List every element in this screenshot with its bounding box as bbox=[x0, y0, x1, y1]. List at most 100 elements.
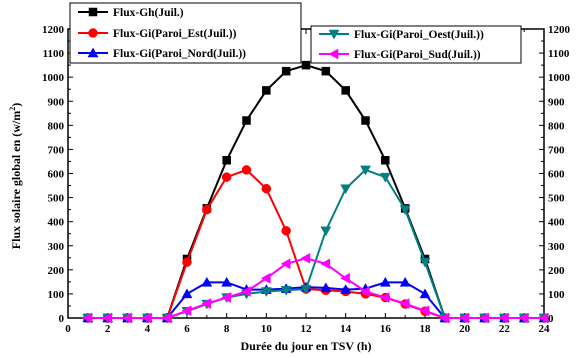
data-point bbox=[261, 183, 272, 194]
data-point bbox=[341, 86, 350, 95]
y-tick-label-left: 1200 bbox=[42, 24, 65, 36]
legend-box bbox=[69, 2, 302, 64]
y-tick-label-left: 600 bbox=[48, 169, 65, 181]
data-point bbox=[300, 252, 311, 264]
y-tick-label-left: 200 bbox=[48, 265, 65, 277]
data-point bbox=[221, 292, 231, 303]
data-point bbox=[439, 312, 450, 324]
data-point bbox=[181, 288, 193, 299]
data-point bbox=[241, 165, 252, 175]
data-point bbox=[320, 282, 332, 293]
data-point bbox=[359, 286, 370, 297]
y-tick-label-right: 800 bbox=[548, 120, 565, 132]
data-point bbox=[221, 276, 233, 287]
legend-swatch-marker bbox=[328, 29, 340, 40]
x-axis-title: Durée du jour en TSV (h) bbox=[240, 339, 371, 353]
data-point bbox=[222, 156, 231, 165]
data-point bbox=[281, 226, 291, 236]
y-tick-label-left: 0 bbox=[59, 313, 65, 325]
data-point bbox=[419, 257, 431, 268]
x-tick-label: 8 bbox=[224, 323, 230, 335]
data-point bbox=[242, 116, 251, 125]
y-tick-label-right: 300 bbox=[548, 241, 565, 253]
y-tick-label-left: 800 bbox=[48, 120, 65, 132]
x-tick-label: 12 bbox=[301, 323, 313, 335]
y-tick-label-left: 100 bbox=[48, 289, 65, 301]
y-tick-label-left: 400 bbox=[48, 217, 65, 229]
x-tick-label: 2 bbox=[105, 323, 111, 335]
legend-swatch-marker bbox=[87, 47, 99, 58]
y-tick-label-left: 700 bbox=[48, 144, 65, 156]
data-point bbox=[419, 305, 430, 317]
y-tick-label-right: 200 bbox=[548, 265, 565, 277]
legend-label: Flux-Gi(Paroi_Sud(Juil.)) bbox=[354, 49, 481, 61]
legend-label: Flux-Gi(Paroi_Nord(Juil.)) bbox=[113, 48, 246, 60]
legend-label: Flux-Gh(Juil.) bbox=[113, 7, 184, 19]
data-point bbox=[518, 312, 529, 324]
y-tick-label-right: 1100 bbox=[548, 48, 570, 60]
data-point bbox=[161, 312, 172, 324]
legend-box bbox=[310, 25, 522, 64]
data-point bbox=[240, 286, 251, 297]
data-point bbox=[300, 284, 312, 295]
data-point bbox=[280, 258, 291, 270]
data-point bbox=[399, 276, 411, 287]
data-point bbox=[182, 257, 192, 267]
data-point bbox=[459, 312, 469, 324]
data-point bbox=[201, 298, 212, 309]
data-point bbox=[361, 116, 370, 125]
y-axis-title-main: Flux solaire global en (w/m bbox=[9, 111, 23, 249]
data-point bbox=[478, 312, 489, 324]
y-tick-label-right: 1200 bbox=[548, 24, 571, 36]
data-point bbox=[379, 276, 391, 287]
data-point bbox=[121, 312, 132, 324]
x-tick-label: 0 bbox=[65, 323, 71, 335]
x-tick-label: 4 bbox=[145, 323, 151, 335]
data-point bbox=[498, 312, 509, 324]
y-tick-label-right: 900 bbox=[548, 96, 565, 108]
legend-swatch-marker bbox=[88, 28, 98, 38]
data-point bbox=[280, 286, 292, 296]
y-tick-label-right: 0 bbox=[548, 313, 554, 325]
y-axis-title-superscript: 2 bbox=[8, 107, 17, 111]
data-point bbox=[340, 284, 352, 294]
data-point bbox=[301, 60, 311, 70]
data-point bbox=[260, 287, 272, 298]
legend-label: Flux-Gi(Paroi_Est(Juil.)) bbox=[113, 28, 237, 40]
x-tick-label: 22 bbox=[499, 323, 511, 335]
data-point bbox=[320, 258, 331, 270]
x-tick-label: 20 bbox=[459, 323, 471, 335]
x-tick-label: 10 bbox=[261, 323, 273, 335]
y-axis-title: Flux solaire global en (w/m2) bbox=[8, 103, 23, 249]
x-tick-label: 14 bbox=[340, 323, 352, 335]
y-tick-label-left: 1100 bbox=[43, 48, 65, 60]
data-point bbox=[360, 165, 371, 176]
y-tick-label-right: 600 bbox=[548, 169, 565, 181]
data-point bbox=[399, 205, 411, 216]
data-point bbox=[419, 288, 431, 299]
x-tick-label: 18 bbox=[420, 323, 432, 335]
x-tick-label: 24 bbox=[539, 323, 551, 335]
data-point bbox=[102, 312, 112, 324]
y-tick-label-left: 1000 bbox=[42, 72, 65, 84]
data-point bbox=[399, 298, 410, 309]
y-tick-label-right: 1000 bbox=[548, 72, 571, 84]
data-point bbox=[340, 272, 350, 284]
legend-swatch-marker bbox=[328, 48, 339, 60]
data-point bbox=[221, 172, 232, 182]
y-tick-label-right: 400 bbox=[548, 217, 565, 229]
y-tick-label-right: 500 bbox=[548, 193, 565, 205]
x-tick-label: 16 bbox=[380, 323, 392, 335]
data-point bbox=[201, 276, 213, 287]
x-tick-label: 6 bbox=[184, 323, 190, 335]
data-point bbox=[262, 86, 271, 95]
data-point bbox=[379, 292, 390, 303]
data-point bbox=[260, 272, 271, 284]
data-point bbox=[202, 204, 212, 215]
data-point bbox=[82, 312, 93, 324]
legend-label: Flux-Gi(Paroi_Oest(Juil.)) bbox=[354, 29, 484, 41]
y-tick-label-right: 100 bbox=[548, 289, 565, 301]
y-tick-label-right: 700 bbox=[548, 144, 565, 156]
data-point bbox=[181, 305, 192, 317]
